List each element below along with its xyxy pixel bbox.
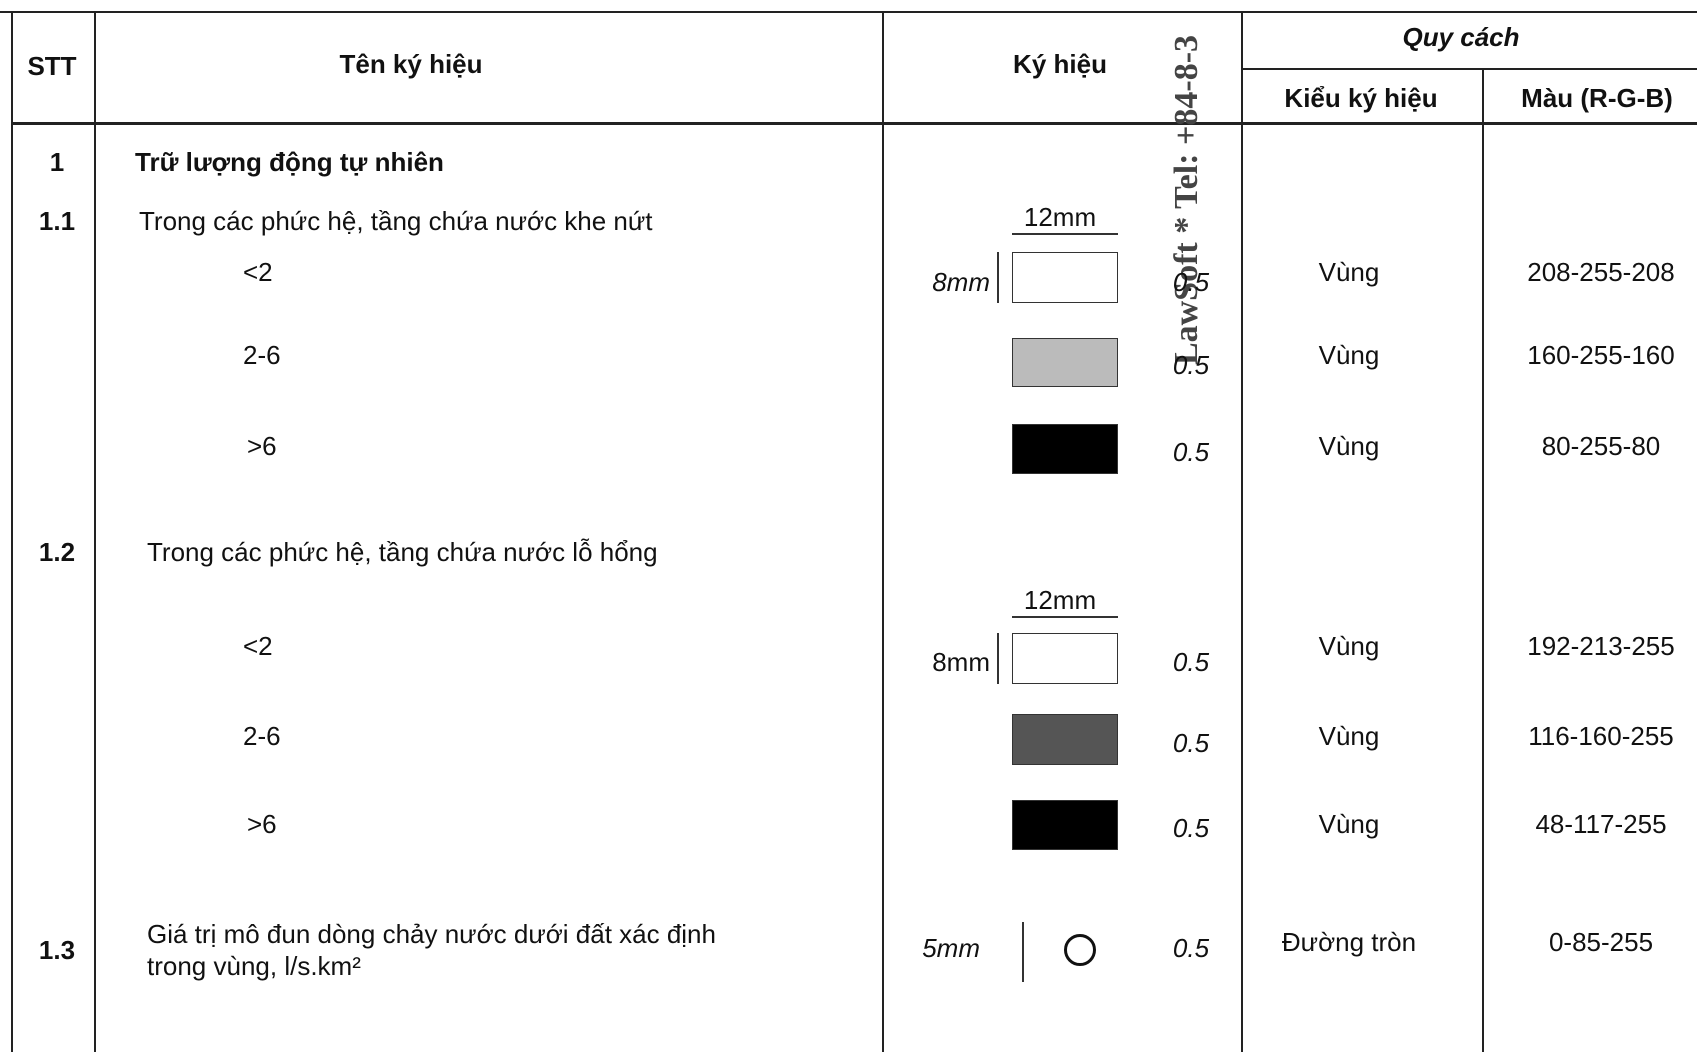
symbol-box	[1012, 252, 1118, 303]
dimension-label: 8mm	[932, 647, 990, 677]
symbol-style: Vùng	[1318, 257, 1380, 287]
symbol-color: 192-213-255	[1527, 631, 1675, 661]
row-number: 1	[49, 147, 65, 177]
symbol-style: Vùng	[1318, 340, 1380, 370]
header-cell: STT	[27, 51, 77, 81]
line-width: 0.5	[1172, 267, 1210, 297]
symbol-style: Vùng	[1318, 631, 1380, 661]
dimension-label: 12mm	[1023, 202, 1097, 232]
symbol-style: Vùng	[1318, 431, 1380, 461]
line-width: 0.5	[1172, 437, 1210, 467]
symbol-box	[1012, 714, 1118, 765]
line-width: 0.5	[1172, 728, 1210, 758]
header-cell: Kiểu ký hiệu	[1284, 83, 1438, 113]
rule	[1241, 68, 1697, 70]
row-number: 1.3	[38, 935, 76, 965]
symbol-style: Vùng	[1318, 721, 1380, 751]
row-name: Trữ lượng động tự nhiên	[135, 147, 444, 177]
symbol-box	[1012, 800, 1118, 850]
symbol-color: 116-160-255	[1528, 721, 1674, 751]
watermark: LawSoft * Tel: +84-8-3	[1168, 34, 1205, 366]
row-name: Giá trị mô đun dòng chảy nước dưới đất x…	[147, 919, 716, 949]
row-number: 1.1	[38, 206, 76, 236]
row-name: >6	[247, 809, 277, 839]
row-name: <2	[243, 257, 273, 287]
dimension-line	[1012, 233, 1118, 235]
rule	[94, 11, 96, 1052]
row-name: Trong các phức hệ, tầng chứa nước lỗ hổn…	[147, 537, 658, 567]
symbol-box	[1012, 424, 1118, 474]
symbol-color: 0-85-255	[1548, 927, 1654, 957]
row-name: 2-6	[243, 721, 281, 751]
dimension-label: 12mm	[1023, 585, 1097, 615]
dimension-line	[1022, 922, 1024, 982]
symbol-box	[1012, 338, 1118, 387]
header-cell: Tên ký hiệu	[339, 49, 483, 79]
symbol-style: Đường tròn	[1281, 927, 1417, 957]
symbol-color: 208-255-208	[1527, 257, 1675, 287]
dimension-label: 5mm	[922, 933, 980, 963]
line-width: 0.5	[1172, 350, 1210, 380]
line-width: 0.5	[1172, 647, 1210, 677]
symbol-style: Vùng	[1318, 809, 1380, 839]
symbol-circle	[1064, 934, 1096, 966]
header-cell: Quy cách	[1402, 22, 1520, 52]
rule	[11, 122, 1697, 125]
row-name: <2	[243, 631, 273, 661]
rule	[882, 11, 884, 1052]
header-cell: Màu (R-G-B)	[1521, 83, 1673, 113]
symbol-color: 160-255-160	[1527, 340, 1675, 370]
line-width: 0.5	[1172, 933, 1210, 963]
dimension-line	[1012, 616, 1118, 618]
rule	[1482, 68, 1484, 1052]
dimension-label: 8mm	[932, 267, 990, 297]
symbol-box	[1012, 633, 1118, 684]
rule	[1241, 11, 1243, 1052]
symbol-color: 48-117-255	[1535, 809, 1667, 839]
row-number: 1.2	[38, 537, 76, 567]
rule	[11, 11, 13, 1052]
row-name: 2-6	[243, 340, 281, 370]
header-cell: Ký hiệu	[1013, 49, 1107, 79]
line-width: 0.5	[1172, 813, 1210, 843]
dimension-line	[997, 252, 999, 303]
row-name: trong vùng, l/s.km²	[147, 951, 361, 981]
rule	[0, 11, 1697, 13]
row-name: Trong các phức hệ, tầng chứa nước khe nứ…	[139, 206, 653, 236]
symbol-color: 80-255-80	[1541, 431, 1661, 461]
dimension-line	[997, 633, 999, 684]
row-name: >6	[247, 431, 277, 461]
